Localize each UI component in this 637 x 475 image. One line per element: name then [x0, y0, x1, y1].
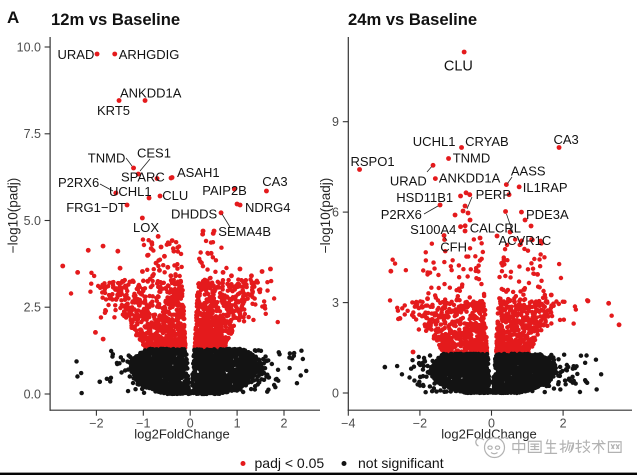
svg-text:log2FoldChange: log2FoldChange: [134, 427, 229, 442]
svg-text:0: 0: [488, 417, 495, 431]
svg-text:−log10(padj): −log10(padj): [318, 178, 333, 253]
svg-text:PAIP2B: PAIP2B: [202, 183, 247, 198]
svg-text:log2FoldChange: log2FoldChange: [441, 427, 536, 442]
svg-text:PERP: PERP: [476, 187, 511, 202]
svg-text:DHDDS: DHDDS: [171, 206, 218, 221]
svg-text:5.0: 5.0: [24, 214, 41, 228]
svg-text:RSPO1: RSPO1: [351, 154, 395, 169]
svg-text:1: 1: [234, 417, 241, 431]
svg-text:CA3: CA3: [262, 174, 287, 189]
svg-text:0: 0: [187, 417, 194, 431]
svg-text:ASAH1: ASAH1: [177, 165, 220, 180]
svg-text:FRG1−DT: FRG1−DT: [66, 200, 126, 215]
svg-text:P2RX6: P2RX6: [381, 207, 422, 222]
svg-text:−4: −4: [341, 417, 355, 431]
svg-text:0: 0: [332, 386, 339, 400]
svg-text:not significant: not significant: [358, 455, 444, 471]
svg-text:UCHL1: UCHL1: [413, 134, 456, 149]
svg-text:ARHGDIG: ARHGDIG: [119, 47, 180, 62]
svg-text:10.0: 10.0: [17, 40, 41, 54]
svg-text:URAD: URAD: [390, 174, 427, 189]
svg-text:CRYAB: CRYAB: [465, 134, 509, 149]
svg-text:12m vs Baseline: 12m vs Baseline: [51, 10, 180, 29]
svg-text:SPARC: SPARC: [121, 170, 165, 185]
svg-text:ACVR1C: ACVR1C: [499, 233, 552, 248]
svg-text:−log10(padj): −log10(padj): [6, 178, 21, 253]
svg-text:A: A: [7, 8, 19, 27]
svg-text:ANKDD1A: ANKDD1A: [439, 171, 501, 186]
svg-text:2.5: 2.5: [24, 301, 41, 315]
svg-text:CLU: CLU: [162, 188, 188, 203]
svg-text:IL1RAP: IL1RAP: [523, 180, 568, 195]
svg-text:SEMA4B: SEMA4B: [218, 224, 271, 239]
svg-text:ANKDD1A: ANKDD1A: [120, 86, 182, 101]
svg-text:S100A4: S100A4: [410, 222, 456, 237]
svg-text:URAD: URAD: [58, 47, 95, 62]
svg-text:P2RX6: P2RX6: [58, 175, 99, 190]
svg-text:CLU: CLU: [444, 59, 473, 75]
svg-text:PDE3A: PDE3A: [526, 207, 569, 222]
svg-text:CA3: CA3: [554, 132, 579, 147]
svg-text:UCHL1: UCHL1: [109, 184, 152, 199]
svg-text:NDRG4: NDRG4: [245, 200, 291, 215]
svg-text:−2: −2: [413, 417, 427, 431]
svg-text:6: 6: [332, 205, 339, 219]
svg-text:CFH: CFH: [440, 240, 467, 255]
svg-text:TNMD: TNMD: [453, 151, 491, 166]
svg-text:7.5: 7.5: [24, 127, 41, 141]
svg-text:0.0: 0.0: [24, 387, 41, 401]
svg-text:CES1: CES1: [137, 146, 171, 161]
svg-text:HSD11B1: HSD11B1: [396, 190, 453, 205]
svg-text:2: 2: [560, 417, 567, 431]
svg-text:2: 2: [281, 417, 288, 431]
svg-text:TNMD: TNMD: [88, 151, 126, 166]
svg-text:padj < 0.05: padj < 0.05: [255, 455, 325, 471]
svg-text:−2: −2: [89, 417, 103, 431]
svg-text:24m vs Baseline: 24m vs Baseline: [348, 10, 477, 29]
svg-text:AASS: AASS: [511, 163, 546, 178]
svg-text:LOX: LOX: [133, 220, 159, 235]
svg-text:3: 3: [332, 296, 339, 310]
svg-text:KRT5: KRT5: [97, 103, 130, 118]
svg-text:9: 9: [332, 115, 339, 129]
svg-text:−1: −1: [136, 417, 150, 431]
svg-text:CALCRL: CALCRL: [470, 221, 521, 236]
